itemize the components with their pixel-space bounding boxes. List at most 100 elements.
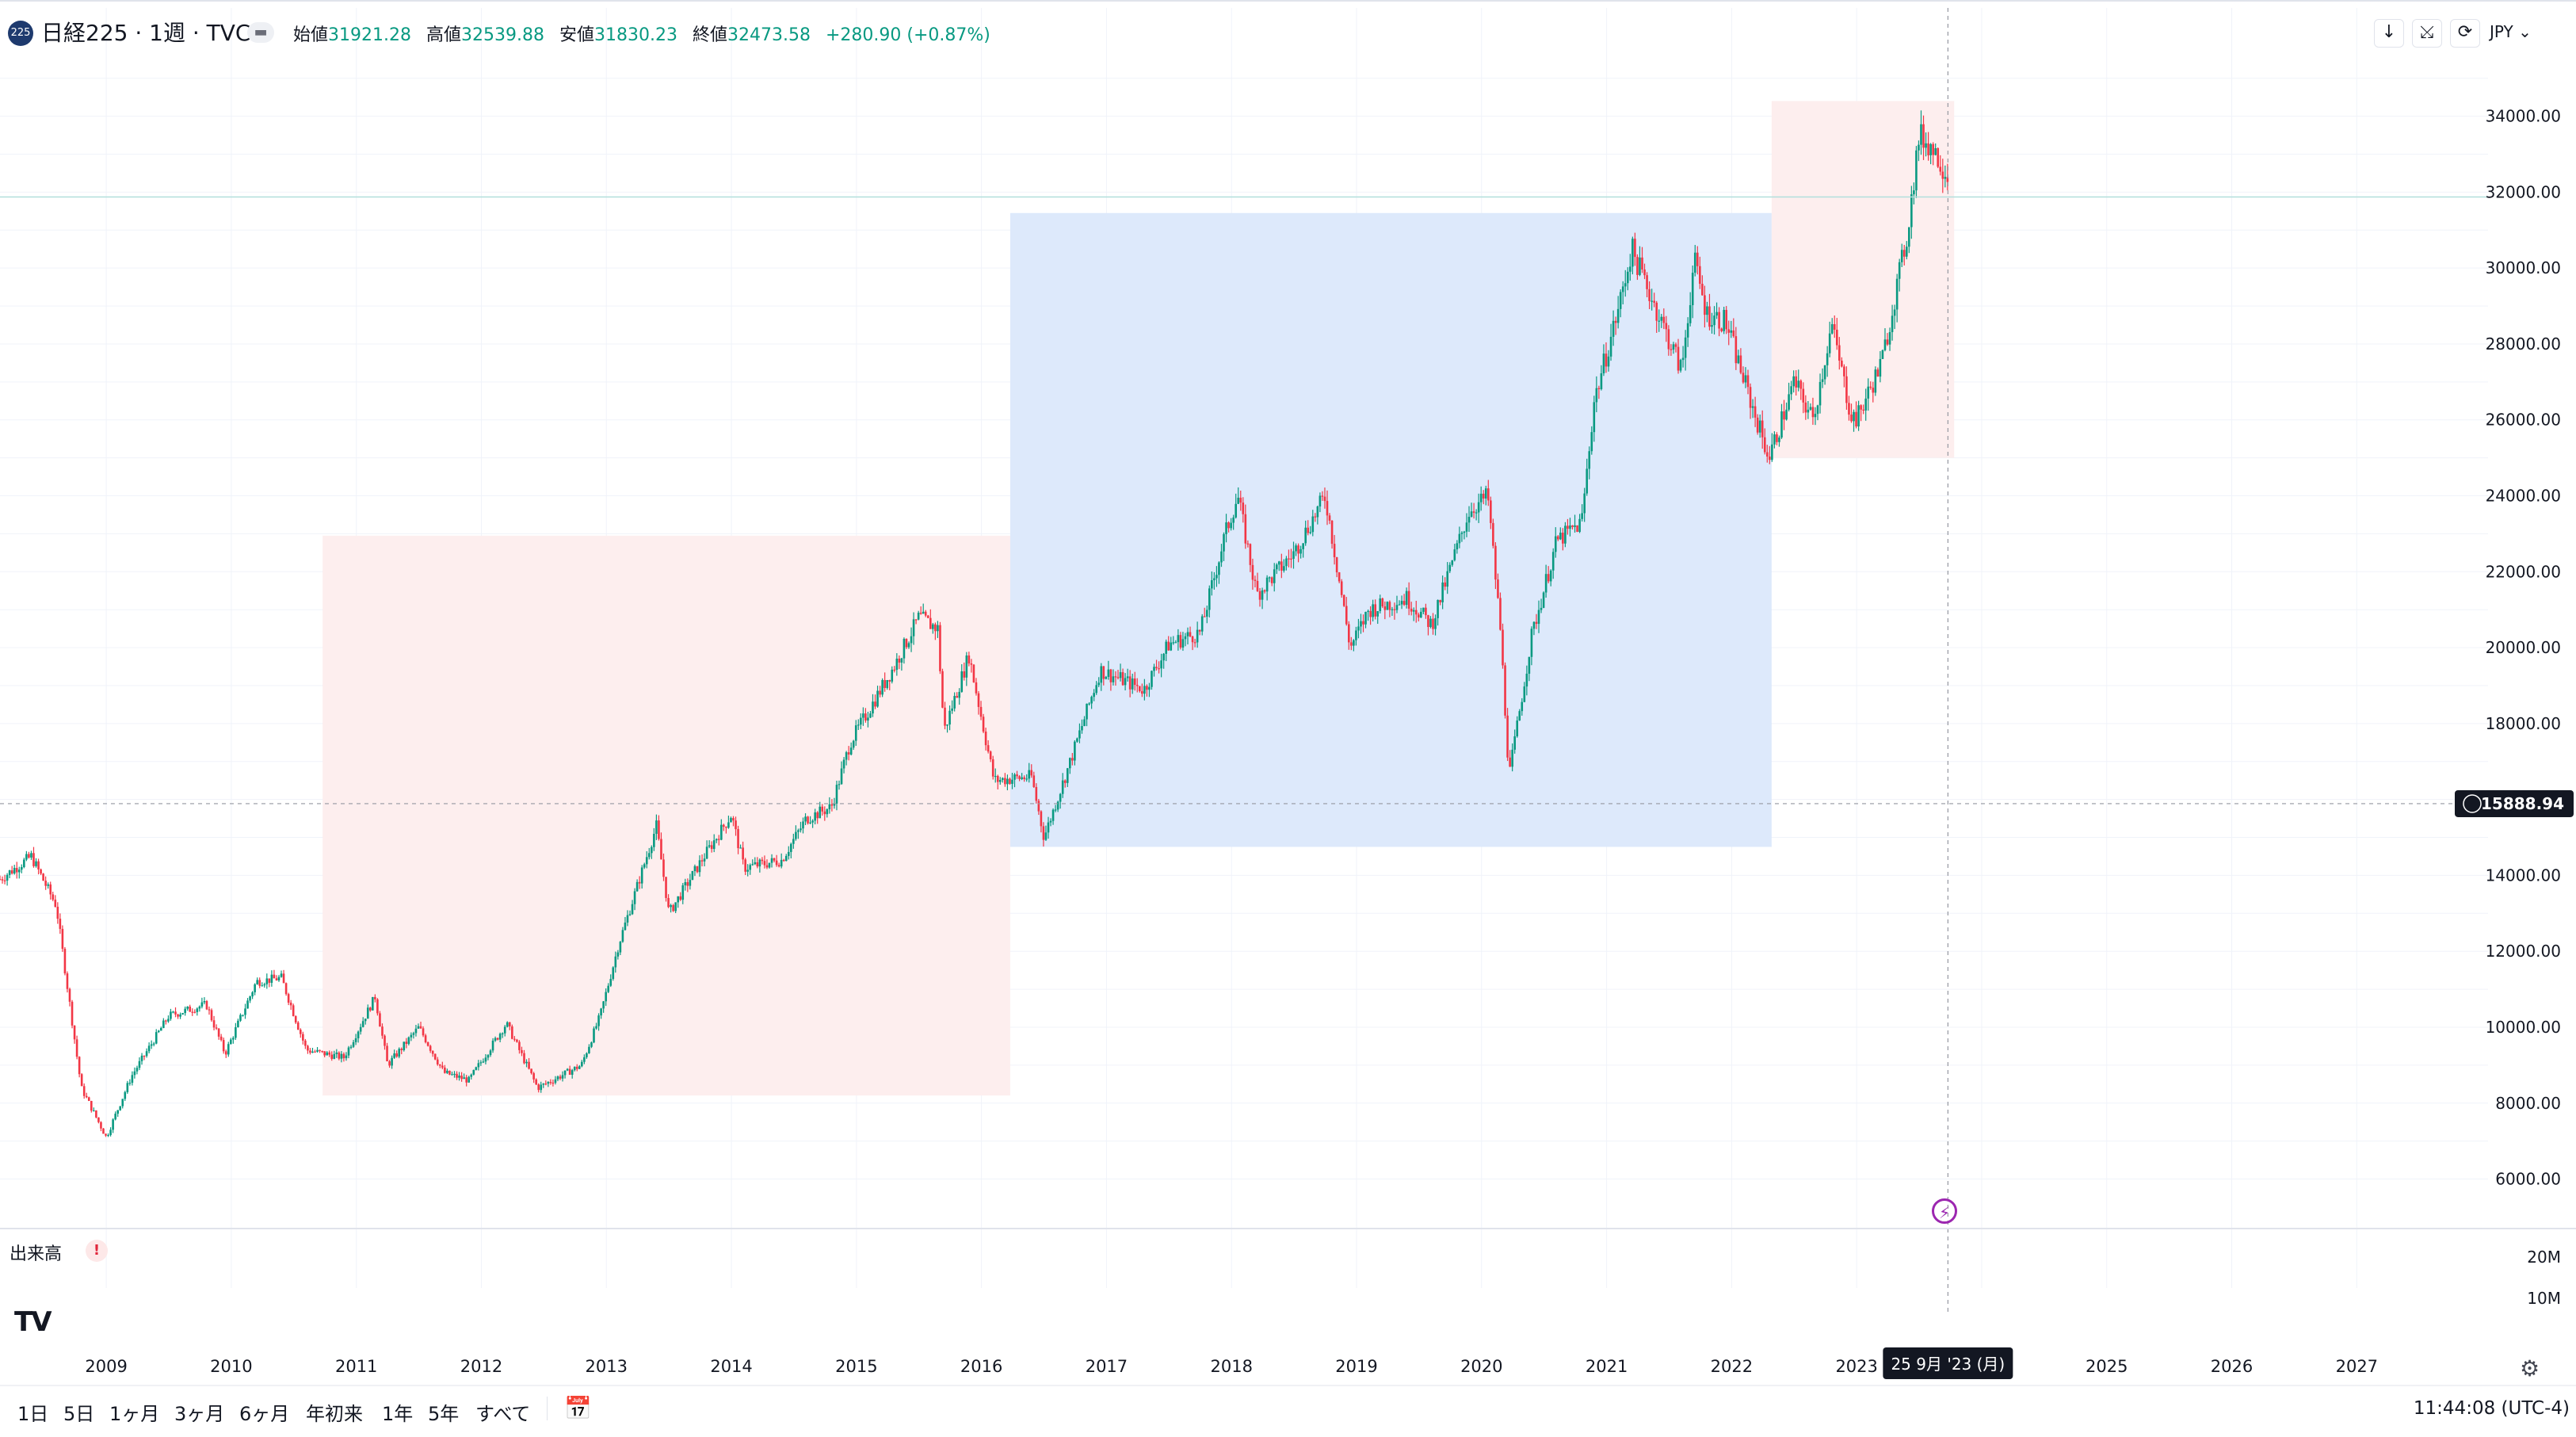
lightning-icon[interactable]: ⚡ [1932,1198,1957,1224]
timeframe-6m[interactable]: 6ヶ月 [239,1403,290,1425]
candle-body [1477,502,1480,513]
candle-body [802,821,804,829]
arrow-down-icon[interactable]: ↓ [2374,19,2404,48]
candle-body [21,867,23,870]
candle-body [1311,516,1315,533]
candle-body [1439,599,1441,602]
candle-body [1372,604,1374,617]
candle-body [1297,545,1299,554]
candle-body [681,885,685,900]
candle-body [1864,398,1867,411]
candle-body [1425,607,1427,616]
clock-readout[interactable]: 11:44:08 (UTC-4) [2413,1398,2570,1419]
candle-body [270,974,273,983]
candle-body [1273,569,1276,583]
timeframe-3m[interactable]: 3ヶ月 [174,1403,225,1425]
timeframe-1y[interactable]: 1年 [382,1403,414,1425]
candle-body [607,985,610,992]
candle-body [1215,575,1218,579]
candle-body [1597,388,1601,389]
candle-body [484,1057,487,1062]
timeframe-5y[interactable]: 5年 [428,1403,460,1425]
candle-body [593,1028,595,1043]
collapse-legend-button[interactable]: ▬ [247,22,274,43]
timeframe-ytd[interactable]: 年初来 [306,1403,363,1425]
x-tick-label: 2009 [85,1357,127,1376]
candle-body [638,881,641,884]
candle-body [1621,286,1624,292]
candle-body [953,696,956,709]
timeframe-all[interactable]: すべて [475,1403,531,1425]
candle-body [1898,262,1901,279]
candle-body [1549,570,1552,582]
calendar-icon[interactable]: 📅 [564,1395,592,1421]
candle-body [857,724,860,726]
refresh-icon[interactable]: ⟳ [2450,19,2480,48]
timeframe-1d[interactable]: 1日 [17,1403,49,1425]
volume-label[interactable]: 出来高 [10,1244,63,1264]
candle-body [1939,166,1942,172]
candle-body [249,996,251,1001]
candle-body [1376,611,1380,617]
candle-body [795,831,797,839]
candle-body [1540,607,1543,610]
candle-body [438,1064,441,1066]
candle-body [1239,497,1242,503]
open-label: 始値 [293,25,329,45]
candle-body [1367,610,1369,613]
candle-body [1769,457,1771,461]
candle-body [963,671,966,678]
candle-body [261,985,264,987]
candle-body [549,1082,552,1083]
candle-body [328,1052,331,1055]
candle-body [506,1022,509,1027]
compare-icon[interactable]: ⤩ [2412,19,2442,48]
tradingview-logo[interactable]: TV [14,1306,52,1338]
candle-body [1189,632,1192,636]
candle-body [864,713,867,721]
candle-body [354,1038,357,1042]
candle-body [1876,369,1880,377]
candle-body [645,857,648,865]
candle-body [296,1022,300,1030]
candle-body [1049,820,1052,823]
candle-body [1374,604,1376,617]
candle-body [456,1073,458,1078]
candle-body [302,1034,304,1041]
timeframe-5d[interactable]: 5日 [63,1403,95,1425]
candle-body [436,1059,439,1064]
symbol-title[interactable]: 日経225 · 1週 · TVC [41,20,251,46]
candle-body [1451,560,1454,565]
currency-select[interactable]: JPY ⌄ [2490,22,2532,41]
candle-body [112,1119,114,1130]
gear-icon[interactable]: ⚙ [2520,1355,2540,1382]
candle-body [1944,177,1947,179]
candle-body [807,816,809,824]
x-tick-label: 2019 [1335,1357,1377,1376]
candle-body [30,853,32,858]
candle-body [361,1021,364,1027]
candle-body [1232,517,1235,523]
candle-body [1350,642,1353,646]
symbol-badge[interactable]: 225 [8,21,33,46]
candle-body [561,1075,564,1079]
candle-body [835,785,838,804]
candle-body [739,847,742,849]
candle-body [381,1026,384,1036]
candle-body [372,996,374,1011]
candle-body [1542,592,1545,608]
candle-body [1749,387,1752,408]
candle-body [1913,190,1915,195]
candle-body [1254,579,1257,581]
y-axis: 6000.008000.0010000.0012000.0014000.0016… [2486,107,2561,1308]
candle-body [1023,777,1025,779]
candle-body [244,1008,246,1015]
timeframe-1m[interactable]: 1ヶ月 [109,1403,160,1425]
candle-body [1379,598,1382,612]
candle-body [386,1045,388,1061]
warning-icon[interactable]: ! [86,1240,108,1262]
candle-body [1684,337,1687,358]
candle-body [1304,527,1307,544]
candle-body [1208,588,1211,610]
